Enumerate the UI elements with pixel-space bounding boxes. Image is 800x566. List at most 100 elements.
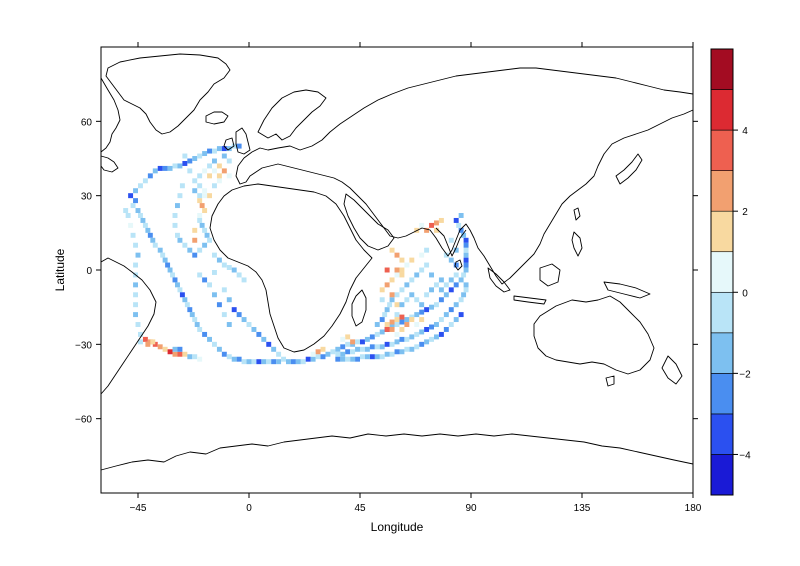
data-cell bbox=[389, 292, 395, 298]
coast-north-america bbox=[100, 77, 121, 153]
data-cell bbox=[404, 317, 410, 323]
data-cell bbox=[438, 331, 444, 337]
data-cell bbox=[256, 331, 262, 337]
data-cell bbox=[394, 339, 400, 345]
data-cell bbox=[125, 213, 131, 218]
data-cell bbox=[389, 326, 395, 332]
y-tick-label: −30 bbox=[75, 340, 92, 351]
data-cell bbox=[350, 356, 356, 362]
data-cell bbox=[394, 252, 400, 258]
data-cell bbox=[226, 146, 232, 152]
data-cell bbox=[182, 297, 188, 303]
data-cell bbox=[389, 319, 395, 325]
data-cell bbox=[340, 336, 346, 342]
data-cell bbox=[167, 165, 173, 171]
data-cell bbox=[414, 272, 420, 278]
data-cell bbox=[409, 257, 415, 263]
data-cell bbox=[184, 302, 190, 308]
data-cell bbox=[434, 322, 439, 327]
data-cell bbox=[202, 277, 208, 283]
data-cell bbox=[182, 242, 188, 248]
data-cell bbox=[162, 257, 168, 263]
data-cell bbox=[315, 349, 321, 355]
data-cell bbox=[394, 322, 400, 327]
data-cell bbox=[409, 334, 415, 340]
data-cell bbox=[167, 267, 173, 273]
data-cell bbox=[429, 287, 434, 293]
data-cell bbox=[216, 257, 222, 263]
data-cell bbox=[394, 292, 400, 298]
data-cell bbox=[202, 331, 208, 337]
data-cell bbox=[187, 354, 193, 360]
data-cell bbox=[458, 213, 464, 218]
data-cell bbox=[271, 346, 277, 352]
colorbar-swatch bbox=[710, 332, 734, 374]
data-cell bbox=[414, 331, 420, 337]
data-cell bbox=[399, 272, 405, 278]
data-cell bbox=[453, 247, 459, 253]
data-cell bbox=[461, 272, 467, 278]
data-cell bbox=[414, 312, 420, 318]
data-cell bbox=[404, 336, 410, 342]
data-cell bbox=[236, 272, 242, 278]
data-cell bbox=[419, 302, 425, 308]
colorbar-swatch bbox=[710, 129, 734, 171]
data-cell bbox=[404, 322, 410, 327]
data-cell bbox=[414, 322, 420, 327]
coast-java bbox=[513, 295, 547, 305]
data-cell bbox=[419, 309, 425, 315]
data-cell bbox=[212, 148, 217, 154]
data-cell bbox=[424, 326, 430, 332]
data-cell bbox=[345, 349, 351, 355]
data-cell bbox=[434, 227, 439, 233]
data-cell bbox=[453, 302, 459, 308]
y-axis-title: Latitude bbox=[53, 248, 67, 291]
data-cell bbox=[434, 334, 439, 340]
data-cell bbox=[389, 351, 395, 357]
data-cell bbox=[199, 222, 205, 228]
data-cell bbox=[458, 277, 464, 283]
data-cell bbox=[177, 351, 183, 357]
data-cell bbox=[345, 341, 351, 347]
data-cell bbox=[374, 354, 380, 360]
data-cell bbox=[226, 265, 232, 270]
x-tick-label: 45 bbox=[354, 503, 366, 514]
data-cell bbox=[424, 227, 430, 233]
data-cell bbox=[197, 213, 203, 218]
coast-australia bbox=[533, 295, 655, 375]
coast-tasmania bbox=[605, 375, 615, 387]
data-cell bbox=[345, 356, 351, 362]
data-cell bbox=[207, 163, 212, 169]
colorbar-swatch bbox=[710, 413, 734, 455]
data-cell bbox=[179, 183, 185, 189]
data-cell bbox=[320, 354, 326, 360]
data-cell bbox=[172, 222, 178, 228]
coast-britain bbox=[235, 127, 251, 155]
x-tick-label: 90 bbox=[465, 503, 477, 514]
y-tick-label: −60 bbox=[75, 415, 92, 426]
data-cell bbox=[389, 297, 395, 303]
data-cell bbox=[226, 173, 232, 179]
data-cell bbox=[364, 354, 370, 360]
data-cell bbox=[147, 173, 153, 179]
data-cell bbox=[364, 336, 370, 342]
data-cell bbox=[266, 359, 272, 365]
colorbar-tick-label: 4 bbox=[742, 126, 748, 137]
data-cell bbox=[202, 227, 208, 233]
data-cell bbox=[172, 163, 178, 169]
data-cell bbox=[310, 356, 316, 362]
data-cell bbox=[150, 339, 156, 345]
data-cell bbox=[192, 354, 198, 360]
data-cell bbox=[162, 165, 168, 171]
colorbar: 4 2 0 −2 −4 bbox=[710, 48, 751, 496]
data-cell bbox=[157, 165, 163, 171]
data-cell bbox=[355, 339, 360, 345]
colorbar-swatch bbox=[710, 210, 734, 253]
data-cell bbox=[453, 262, 459, 268]
data-cell bbox=[419, 267, 425, 273]
data-cell bbox=[384, 326, 390, 332]
data-cell bbox=[379, 297, 385, 303]
data-cell bbox=[197, 193, 203, 199]
data-cell bbox=[300, 359, 306, 365]
data-cell bbox=[212, 158, 217, 164]
